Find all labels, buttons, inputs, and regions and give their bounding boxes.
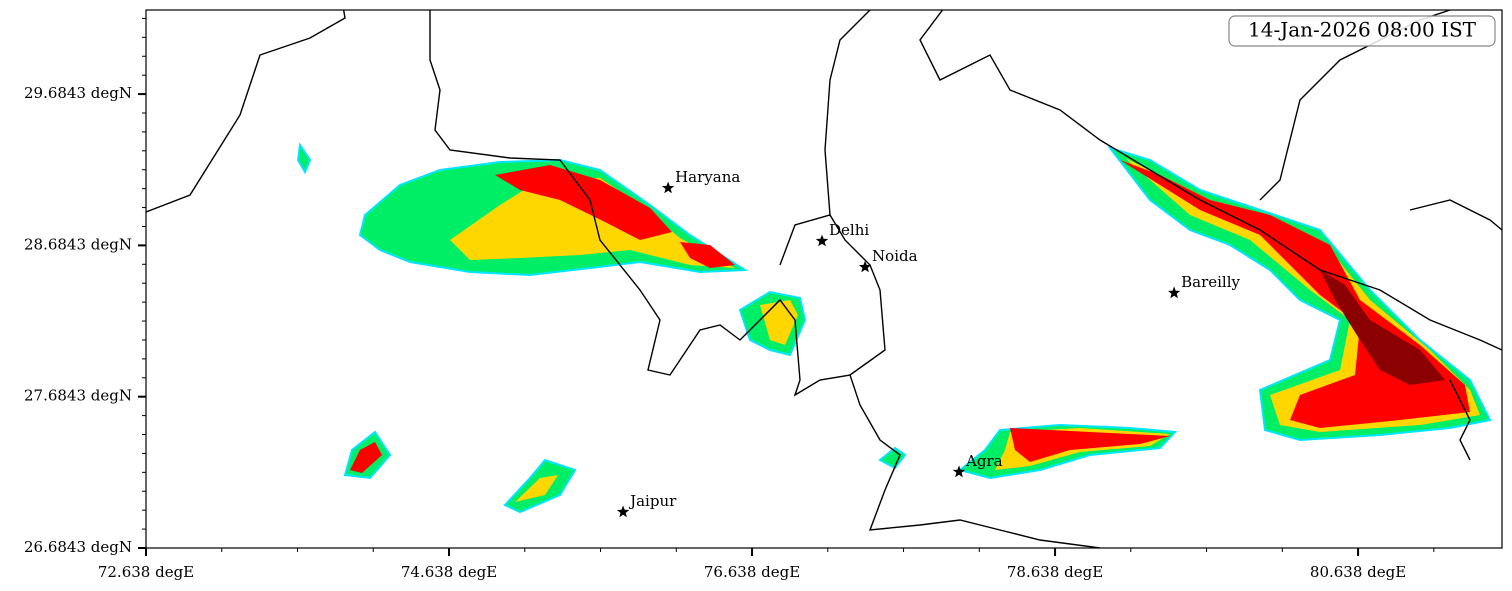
timestamp: 14-Jan-2026 08:00 IST bbox=[1248, 18, 1477, 42]
city-label: Delhi bbox=[829, 221, 869, 239]
y-tick-label: 27.6843 degN bbox=[24, 387, 132, 405]
city-label: Jaipur bbox=[628, 492, 677, 510]
city-marker bbox=[661, 181, 675, 194]
plot-frame bbox=[145, 9, 1503, 549]
y-tick-label: 26.6843 degN bbox=[24, 538, 132, 556]
timestamp-box: 14-Jan-2026 08:00 IST bbox=[1228, 15, 1496, 47]
x-tick-label: 78.638 degE bbox=[1007, 563, 1103, 581]
city-label: Noida bbox=[872, 247, 918, 265]
timestamp-frame bbox=[1228, 15, 1496, 47]
city-marker bbox=[815, 234, 829, 247]
city-label: Haryana bbox=[675, 168, 740, 186]
x-tick-label: 80.638 degE bbox=[1310, 563, 1406, 581]
precipitation-east bbox=[878, 146, 1492, 480]
city-label: Bareilly bbox=[1181, 273, 1240, 291]
city-marker bbox=[858, 260, 872, 273]
city-marker bbox=[1168, 286, 1181, 299]
map-layers bbox=[146, 10, 1502, 548]
x-tick-label: 74.638 degE bbox=[401, 563, 497, 581]
x-tick-label: 72.638 degE bbox=[98, 563, 194, 581]
x-tick-label: 76.638 degE bbox=[704, 563, 800, 581]
y-tick-label: 28.6843 degN bbox=[24, 235, 132, 253]
borders bbox=[146, 10, 1502, 548]
precipitation-west bbox=[296, 142, 807, 514]
city-marker bbox=[616, 505, 630, 518]
city-marker bbox=[952, 465, 966, 478]
y-tick-label: 29.6843 degN bbox=[24, 84, 132, 102]
city-label: Agra bbox=[965, 452, 1003, 470]
axes: 72.638 degE 74.638 degE 76.638 degE 78.638 … bbox=[24, 17, 1435, 581]
